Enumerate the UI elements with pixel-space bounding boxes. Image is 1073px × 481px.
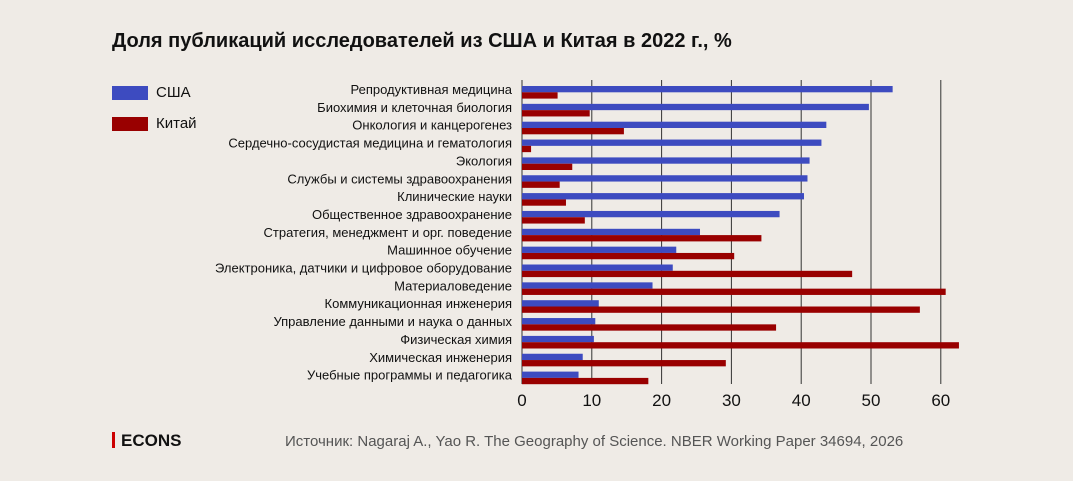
category-label: Учебные программы и педагогика	[307, 368, 513, 383]
bar-usa	[522, 175, 808, 182]
chart-title: Доля публикаций исследователей из США и …	[112, 30, 732, 52]
category-label: Службы и системы здравоохранения	[287, 171, 512, 186]
bar-usa	[522, 300, 599, 307]
category-label: Машинное обучение	[387, 243, 512, 258]
bar-china	[522, 252, 735, 260]
category-label: Химическая инженерия	[369, 350, 512, 365]
bar-usa	[522, 86, 893, 93]
category-label: Сердечно-сосудистая медицина и гематолог…	[228, 136, 512, 151]
bar-usa	[522, 139, 822, 146]
bar-china	[522, 110, 590, 117]
bar-china	[522, 306, 920, 313]
bar-china	[522, 217, 585, 224]
category-label: Стратегия, менеджмент и орг. поведение	[264, 225, 512, 240]
bar-china	[522, 163, 573, 170]
bar-usa	[522, 246, 677, 253]
x-tick-label: 30	[722, 391, 741, 410]
bar-usa	[522, 103, 869, 111]
bar-china	[522, 270, 853, 278]
bar-china	[522, 145, 532, 153]
category-label: Материаловедение	[394, 278, 512, 293]
legend-usa: США	[112, 84, 191, 101]
category-label: Общественное здравоохранение	[312, 207, 512, 222]
category-label: Экология	[456, 153, 512, 168]
legend-china: Китай	[112, 115, 197, 132]
x-tick-label: 0	[517, 391, 526, 410]
legend-label-usa: США	[156, 84, 191, 101]
bar-usa	[522, 353, 583, 361]
bar-china	[522, 92, 558, 99]
legend-label-china: Китай	[156, 115, 197, 132]
bar-usa	[522, 335, 594, 343]
bar-usa	[522, 282, 653, 289]
category-label: Физическая химия	[400, 332, 512, 347]
bar-usa	[522, 318, 596, 325]
bar-china	[522, 360, 726, 367]
bar-china	[522, 199, 566, 206]
bar-usa	[522, 157, 810, 164]
source-note: Источник: Nagaraj A., Yao R. The Geograp…	[285, 433, 904, 450]
x-tick-label: 10	[582, 391, 601, 410]
bar-china	[522, 342, 959, 349]
category-label: Клинические науки	[397, 189, 512, 204]
bar-usa	[522, 264, 673, 271]
bar-usa	[522, 371, 579, 378]
bar-china	[522, 128, 624, 135]
category-label: Коммуникационная инженерия	[325, 296, 512, 311]
category-label: Электроника, датчики и цифровое оборудов…	[215, 261, 512, 276]
legend-swatch-usa	[112, 85, 148, 100]
x-tick-label: 50	[862, 391, 881, 410]
category-label: Управление данными и наука о данных	[273, 314, 512, 329]
legend-swatch-china	[112, 116, 148, 131]
bar-usa	[522, 121, 827, 128]
bar-china	[522, 288, 946, 295]
econs-logo: ECONS	[112, 431, 181, 451]
x-tick-label: 20	[652, 391, 671, 410]
x-tick-label: 60	[931, 391, 950, 410]
category-label: Репродуктивная медицина	[351, 82, 513, 97]
bar-usa	[522, 228, 700, 236]
x-tick-label: 40	[792, 391, 811, 410]
bar-china	[522, 235, 762, 242]
bar-china	[522, 377, 649, 385]
bar-usa	[522, 193, 804, 200]
category-label: Биохимия и клеточная биология	[317, 100, 512, 115]
bar-china	[522, 324, 777, 331]
category-label: Онкология и канцерогенез	[352, 118, 512, 133]
bar-usa	[522, 210, 780, 218]
bar-china	[522, 181, 560, 188]
